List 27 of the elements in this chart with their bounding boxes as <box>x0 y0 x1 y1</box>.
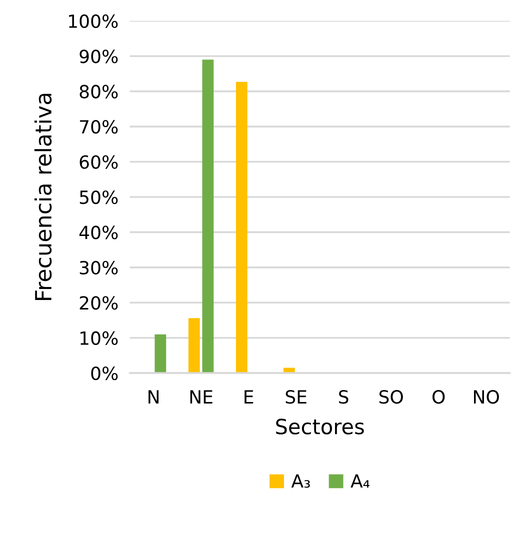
bar <box>202 60 214 374</box>
y-tick-label: 30% <box>80 260 118 275</box>
x-tick-label: O <box>432 390 445 404</box>
bar <box>154 334 166 374</box>
x-tick-label: SE <box>286 390 306 404</box>
x-axis-title: Sectores <box>276 418 364 434</box>
y-tick-label: 70% <box>80 120 118 134</box>
x-tick-label: NO <box>474 390 499 404</box>
legend-label: A₄ <box>350 474 370 488</box>
y-tick-label: 50% <box>80 190 118 204</box>
y-axis-title: Frecuencia relativa <box>34 94 52 300</box>
y-tick-label: 20% <box>80 296 118 310</box>
y-tick-label: 90% <box>80 50 118 64</box>
x-tick-label: S <box>339 390 348 404</box>
x-tick-label: E <box>244 390 254 404</box>
y-tick-label: 10% <box>80 331 118 345</box>
y-tick-label: 0% <box>91 366 118 380</box>
x-tick-label: N <box>148 390 159 404</box>
y-tick-label: 100% <box>69 14 118 28</box>
y-tick-label: 80% <box>80 84 118 98</box>
y-tick-label: 60% <box>80 155 118 169</box>
x-tick-label: NE <box>190 390 212 404</box>
y-tick-label: 40% <box>79 226 118 240</box>
bar <box>188 318 200 374</box>
x-tick-label: SO <box>379 390 403 404</box>
legend-label: A₃ <box>291 474 310 488</box>
bar <box>236 82 248 374</box>
